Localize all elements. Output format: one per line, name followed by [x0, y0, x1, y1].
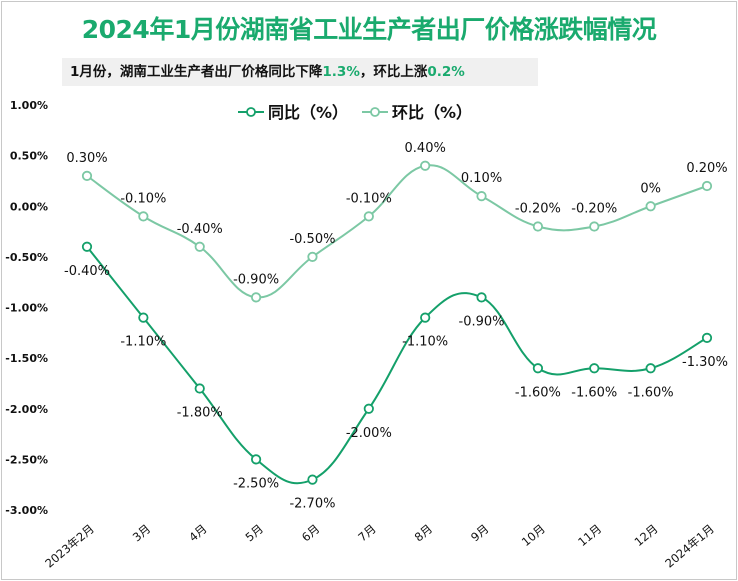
data-label: -1.10%	[402, 335, 448, 350]
legend-marker	[246, 107, 256, 117]
data-point	[532, 363, 544, 374]
data-point	[645, 201, 656, 212]
y-tick-label: 0.00%	[10, 200, 48, 213]
data-point	[363, 211, 374, 222]
x-tick-label: 5月	[243, 522, 266, 545]
data-label: -2.70%	[289, 497, 335, 512]
data-point	[250, 292, 262, 303]
x-tick-label: 4月	[186, 522, 209, 545]
data-point	[307, 251, 318, 262]
data-label: -1.60%	[628, 385, 674, 400]
subtitle-middle: ，环比上涨	[359, 64, 428, 80]
y-tick-label: 1.00%	[10, 99, 48, 112]
data-point	[138, 312, 149, 323]
data-label: 0.30%	[66, 151, 107, 166]
data-label: -1.60%	[515, 385, 561, 400]
y-tick-label: 0.50%	[10, 150, 48, 163]
data-label: -0.40%	[64, 264, 110, 279]
data-label: -0.90%	[233, 272, 279, 287]
x-tick-label: 2023年2月	[42, 522, 97, 571]
data-point	[81, 170, 93, 181]
data-label: 0%	[640, 181, 661, 196]
data-point	[701, 332, 713, 343]
data-point	[532, 221, 544, 232]
legend-marker	[370, 107, 380, 117]
data-point	[250, 454, 262, 465]
legend-label: 同比（%）	[268, 103, 348, 122]
data-point	[363, 403, 374, 414]
data-label: -0.90%	[459, 314, 505, 329]
data-label: -0.10%	[120, 191, 166, 206]
data-point	[420, 312, 431, 323]
data-label: -1.10%	[120, 335, 166, 350]
data-label: -0.10%	[346, 191, 392, 206]
chart-subtitle: 1月份，湖南工业生产者出厂价格同比下降1.3%，环比上涨0.2%	[62, 58, 538, 86]
data-point	[476, 191, 487, 202]
data-label: -1.80%	[177, 406, 223, 421]
data-point	[701, 180, 713, 192]
subtitle-mom-value: 0.2%	[427, 64, 465, 80]
y-tick-label: -0.50%	[5, 251, 48, 264]
data-label: -0.20%	[571, 202, 617, 217]
y-tick-label: -1.00%	[5, 302, 48, 315]
x-tick-label: 12月	[632, 522, 661, 550]
x-tick-label: 9月	[468, 522, 491, 545]
data-point	[194, 383, 205, 394]
legend-label: 环比（%）	[392, 103, 472, 122]
data-point	[476, 292, 487, 303]
data-point	[307, 474, 318, 485]
data-label: -2.00%	[346, 426, 392, 441]
x-tick-label: 7月	[355, 522, 378, 545]
data-point	[81, 241, 93, 252]
data-label: 0.20%	[686, 161, 727, 176]
data-label: 0.10%	[461, 171, 502, 186]
x-tick-label: 8月	[412, 522, 435, 545]
data-point	[420, 160, 431, 171]
y-tick-label: -3.00%	[5, 504, 48, 517]
data-label: -1.30%	[682, 355, 728, 370]
data-label: -1.60%	[571, 385, 617, 400]
data-point	[645, 363, 656, 374]
data-label: -0.20%	[515, 202, 561, 217]
data-label: -2.50%	[233, 476, 279, 491]
y-tick-label: -2.00%	[5, 403, 48, 416]
data-label: 0.40%	[405, 141, 446, 156]
chart-title: 2024年1月份湖南省工业生产者出厂价格涨跌幅情况	[81, 15, 657, 44]
data-point	[589, 221, 600, 232]
data-point	[138, 211, 149, 222]
data-point	[589, 363, 600, 374]
data-label: -0.40%	[177, 222, 223, 237]
x-tick-label: 11月	[575, 522, 604, 550]
subtitle-yoy-value: 1.3%	[322, 64, 360, 80]
x-tick-label: 10月	[519, 522, 548, 550]
y-tick-label: -2.50%	[5, 453, 48, 466]
subtitle-prefix: 1月份，湖南工业生产者出厂价格同比下降	[70, 64, 323, 80]
x-tick-label: 3月	[130, 522, 153, 545]
series-line-yoy	[86, 246, 708, 485]
x-tick-label: 6月	[299, 522, 322, 545]
data-point	[194, 241, 205, 252]
y-tick-label: -1.50%	[5, 352, 48, 365]
x-tick-label: 2024年1月	[662, 522, 717, 571]
data-label: -0.50%	[289, 232, 335, 247]
